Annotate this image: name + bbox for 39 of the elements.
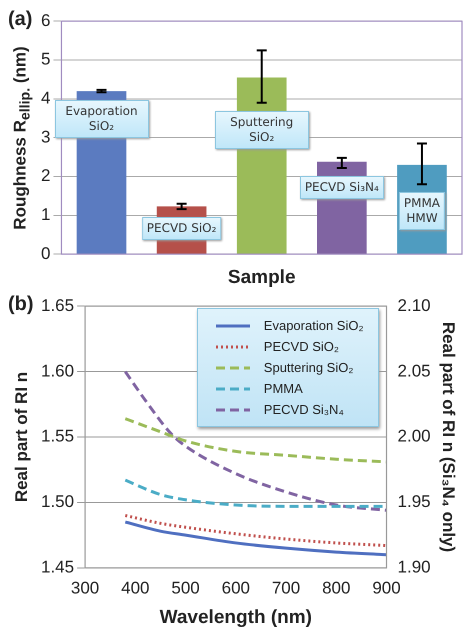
y-tick-label: 6 [40,10,50,30]
x-tick-label: 600 [222,578,250,598]
y-tick-label: 2 [40,166,50,186]
x-tick-label: 800 [322,578,350,598]
y-tick-label: 4 [40,88,50,108]
line-series [124,520,387,556]
x-tick-label: 400 [121,578,150,598]
y-tick-label: 1 [40,205,50,224]
y-axis-title: Real part of RI n [12,372,32,502]
legend-label: PECVD Si₃N₄ [264,402,344,418]
x-tick-label: 700 [272,578,300,598]
y-tick-label: 1.65 [40,296,74,315]
line-series [124,514,387,548]
x-tick-label: 300 [70,578,100,598]
y2-tick-label: 2.10 [398,296,431,315]
y-tick-label: 0 [40,244,50,263]
y2-tick-label: 1.90 [398,557,431,576]
y-tick-label: 3 [40,127,50,146]
y2-axis-title: Real part of RI n (Si₃N₄ only) [439,322,458,552]
chart-title: (b) [8,293,34,316]
x-axis-title: Wavelength (nm) [160,606,312,628]
y-tick-label: 5 [40,50,50,69]
y2-tick-label: 2.00 [398,426,431,446]
y-tick-label: 1.60 [40,361,74,380]
y-tick-label: 1.45 [40,557,74,576]
y-tick-label: 1.50 [40,492,74,512]
legend-label: PMMA [264,381,303,396]
x-tick-label: PMMA HMW [398,192,446,230]
legend-label: Evaporation SiO₂ [264,318,364,334]
x-axis-title: Sample [228,266,296,288]
line-series [124,417,387,464]
y-tick-label: 1.55 [40,426,74,446]
legend-label: PECVD SiO₂ [264,339,339,354]
x-tick-label: 500 [171,578,200,598]
y2-tick-label: 1.95 [398,492,431,512]
x-tick-label: 900 [372,578,401,598]
y2-tick-label: 2.05 [398,361,431,380]
chart-title: (a) [8,8,32,31]
legend-label: Sputtering SiO₂ [264,360,354,376]
